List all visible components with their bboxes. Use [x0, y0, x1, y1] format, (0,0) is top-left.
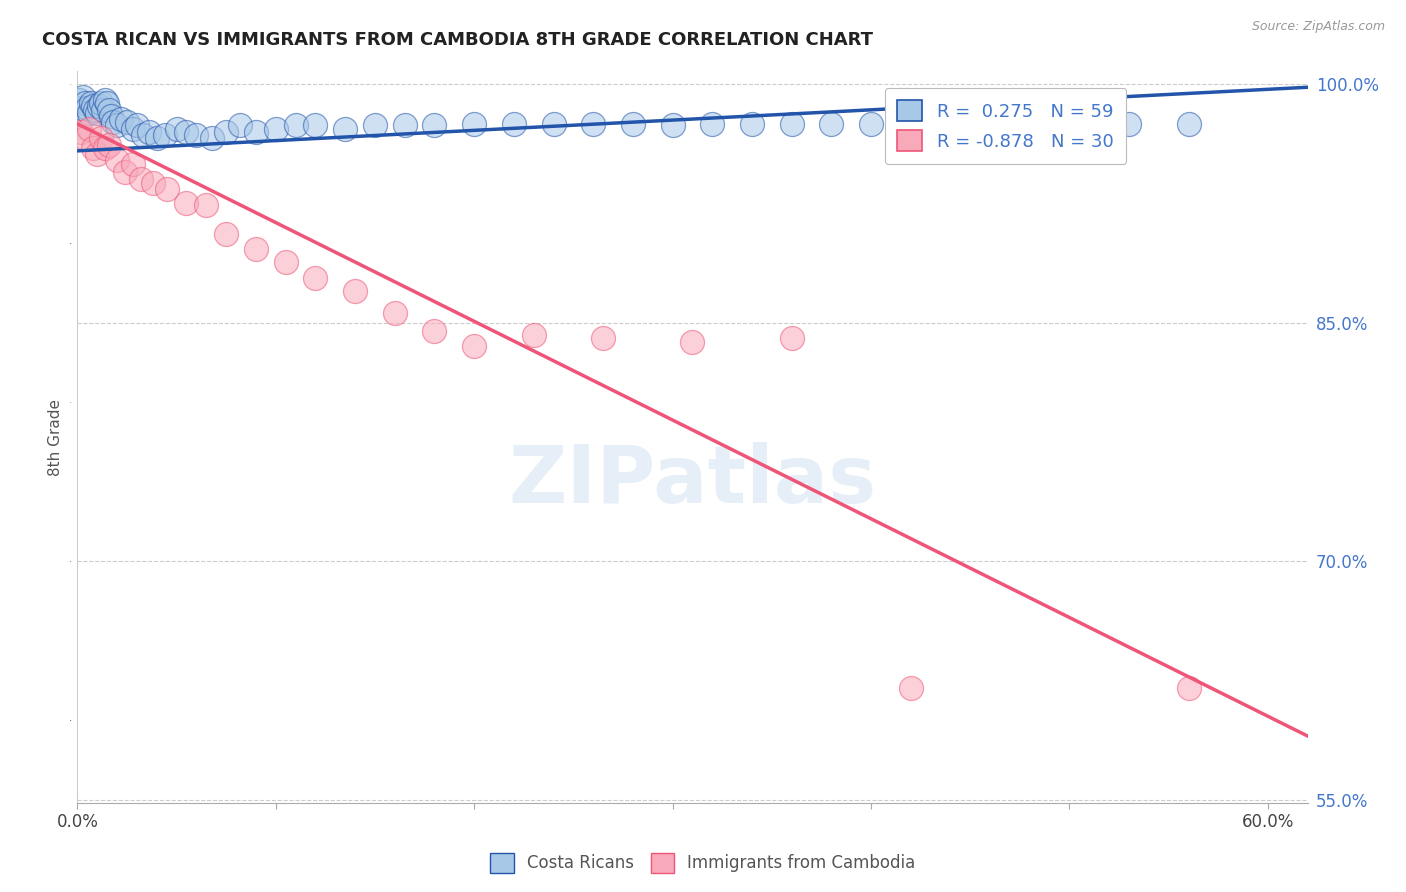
- Point: [344, 284, 367, 298]
- Point: [122, 156, 145, 170]
- Point: [86, 105, 108, 120]
- Text: Source: ZipAtlas.com: Source: ZipAtlas.com: [1251, 20, 1385, 33]
- Point: [96, 96, 118, 111]
- Point: [98, 103, 121, 117]
- Point: [702, 117, 724, 131]
- Point: [1118, 117, 1140, 131]
- Point: [274, 255, 297, 269]
- Y-axis label: 8th Grade: 8th Grade: [48, 399, 63, 475]
- Point: [138, 125, 160, 139]
- Point: [186, 128, 208, 142]
- Point: [153, 128, 176, 142]
- Point: [780, 117, 803, 131]
- Point: [98, 137, 121, 152]
- Point: [101, 115, 124, 129]
- Point: [860, 117, 883, 131]
- Point: [91, 103, 114, 117]
- Point: [105, 119, 128, 133]
- Point: [70, 101, 93, 115]
- Point: [592, 331, 614, 345]
- Point: [72, 90, 94, 104]
- Point: [304, 271, 326, 285]
- Point: [86, 147, 108, 161]
- Point: [979, 117, 1001, 131]
- Point: [75, 131, 97, 145]
- Legend: R =  0.275   N = 59, R = -0.878   N = 30: R = 0.275 N = 59, R = -0.878 N = 30: [884, 87, 1126, 164]
- Point: [142, 176, 165, 190]
- Point: [394, 119, 416, 133]
- Point: [582, 117, 605, 131]
- Point: [463, 339, 485, 353]
- Point: [523, 328, 546, 343]
- Point: [176, 196, 198, 211]
- Text: ZIPatlas: ZIPatlas: [509, 442, 876, 520]
- Point: [70, 125, 93, 139]
- Point: [110, 112, 132, 126]
- Point: [89, 99, 111, 113]
- Point: [284, 119, 307, 133]
- Point: [939, 117, 962, 131]
- Point: [364, 119, 387, 133]
- Point: [1177, 117, 1199, 131]
- Point: [94, 93, 117, 107]
- Legend: Costa Ricans, Immigrants from Cambodia: Costa Ricans, Immigrants from Cambodia: [484, 847, 922, 880]
- Point: [543, 117, 565, 131]
- Point: [100, 109, 122, 123]
- Point: [122, 121, 145, 136]
- Point: [1018, 117, 1040, 131]
- Point: [264, 121, 287, 136]
- Point: [900, 681, 922, 696]
- Point: [77, 121, 100, 136]
- Point: [80, 96, 103, 111]
- Point: [94, 141, 117, 155]
- Point: [145, 131, 167, 145]
- Point: [84, 103, 107, 117]
- Point: [245, 125, 267, 139]
- Point: [423, 119, 446, 133]
- Point: [129, 172, 152, 186]
- Point: [201, 131, 224, 145]
- Point: [502, 117, 524, 131]
- Point: [215, 227, 238, 241]
- Point: [156, 182, 179, 196]
- Point: [335, 121, 357, 136]
- Point: [661, 119, 683, 133]
- Point: [245, 243, 267, 257]
- Point: [304, 119, 326, 133]
- Point: [423, 324, 446, 338]
- Point: [67, 93, 90, 107]
- Point: [215, 125, 238, 139]
- Point: [820, 117, 842, 131]
- Point: [90, 131, 112, 145]
- Point: [1059, 117, 1081, 131]
- Point: [780, 331, 803, 345]
- Point: [384, 306, 406, 320]
- Point: [741, 117, 763, 131]
- Point: [90, 96, 112, 111]
- Point: [105, 153, 128, 168]
- Point: [132, 128, 155, 142]
- Point: [621, 117, 644, 131]
- Point: [229, 119, 252, 133]
- Point: [176, 125, 198, 139]
- Point: [82, 99, 104, 113]
- Point: [82, 141, 104, 155]
- Point: [1177, 681, 1199, 696]
- Point: [900, 117, 922, 131]
- Point: [166, 121, 188, 136]
- Point: [114, 164, 136, 178]
- Point: [75, 96, 97, 111]
- Point: [682, 334, 704, 349]
- Point: [77, 105, 100, 120]
- Point: [463, 117, 485, 131]
- Text: COSTA RICAN VS IMMIGRANTS FROM CAMBODIA 8TH GRADE CORRELATION CHART: COSTA RICAN VS IMMIGRANTS FROM CAMBODIA …: [42, 31, 873, 49]
- Point: [125, 119, 148, 133]
- Point: [115, 115, 138, 129]
- Point: [76, 101, 98, 115]
- Point: [195, 198, 218, 212]
